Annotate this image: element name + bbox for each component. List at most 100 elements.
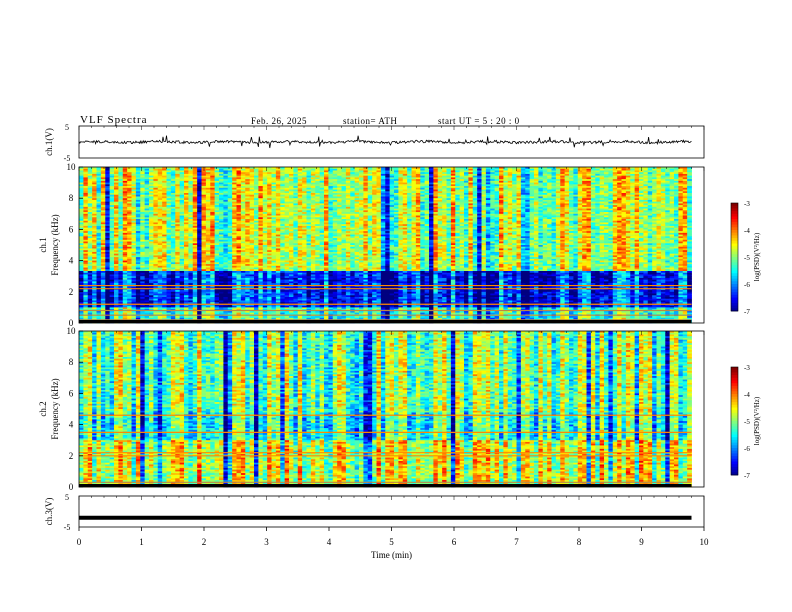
ch1-cell (674, 172, 679, 175)
ch1-cell (267, 175, 272, 178)
ch1-cell (538, 168, 544, 171)
ch1-cell (289, 175, 294, 178)
ch1-cell (275, 168, 281, 171)
ch1-cell (538, 173, 544, 177)
ch1-cell (140, 172, 146, 175)
ch1-cell (302, 167, 307, 170)
ch1-cell (376, 177, 382, 180)
ch1-cell (332, 177, 338, 180)
ch1-cell (516, 170, 522, 173)
ch1-cell (210, 172, 216, 175)
ch1-cell (617, 168, 622, 171)
ch1-cell (420, 177, 426, 180)
ch1-cell (315, 175, 321, 178)
ch1-cell (468, 172, 474, 175)
ch1-cell (188, 173, 194, 177)
ch1-cell (485, 172, 491, 175)
ch1-cell (214, 175, 220, 178)
ch1-cell (284, 177, 290, 180)
ch1-cell (96, 179, 102, 182)
ch1-cell (188, 170, 194, 173)
ch1-cell (79, 175, 84, 178)
ch1-cell (376, 170, 382, 173)
start-ut-label: start UT = 5 : 20 : 0 (438, 116, 520, 126)
ch1-cell (634, 167, 640, 170)
ch1-cell (617, 175, 622, 178)
ch1-cell (595, 173, 601, 177)
ch1-cell (324, 177, 329, 180)
ch1-cell (512, 173, 517, 177)
ch1-cell (179, 175, 185, 178)
ch1-cell (569, 177, 574, 180)
ch1-cell (293, 175, 299, 178)
ch1-cell (254, 170, 259, 173)
ch1-cell (477, 172, 482, 175)
ch1-cell (297, 173, 303, 177)
ch1-cell (621, 175, 627, 178)
ch1-cell (407, 168, 412, 171)
ch1-cell (612, 172, 618, 175)
ch1-cell (499, 167, 504, 170)
ch1-cell (472, 172, 478, 175)
ch1-cell (109, 168, 115, 171)
ch1-cell (647, 173, 653, 177)
ch1-cell (240, 172, 246, 175)
ch1-cell (87, 168, 93, 171)
ch1-cell (372, 173, 377, 177)
ch1-cell (621, 173, 627, 177)
ch1-cell (240, 173, 246, 177)
ch1-cell (547, 167, 552, 170)
ch1-cell (170, 170, 176, 173)
ch1-cell (634, 168, 640, 171)
ch1-cell (359, 173, 364, 177)
ch1-cell (499, 170, 504, 173)
ch1-cell (643, 168, 649, 171)
ch1-cell (367, 177, 373, 180)
ch1-cell (332, 167, 338, 170)
ch1-cell (433, 177, 439, 180)
ch1-cell (122, 170, 128, 173)
ch1-cell (197, 170, 202, 173)
ch1-cell (306, 167, 312, 170)
ch1-cell (297, 175, 303, 178)
ch1-cell (114, 170, 119, 173)
ch1-cell (175, 167, 181, 170)
ch1-cell (442, 167, 447, 170)
ch1-cell (464, 170, 469, 173)
ch1-cell (450, 177, 456, 180)
ch1-cell (131, 167, 137, 170)
ch1-cell (184, 175, 189, 178)
ch1-cell (560, 175, 566, 178)
ch1-cell (350, 173, 356, 177)
ch1-cell (604, 170, 609, 173)
ch1-cell (162, 170, 167, 173)
ch1-cell (122, 177, 128, 180)
ch1-cell (310, 168, 316, 171)
ch1-cell (166, 170, 172, 173)
ch1-cell (573, 175, 579, 178)
ch1-cell (398, 172, 404, 175)
ch1-cell (481, 173, 487, 177)
ch1-cell (625, 170, 631, 173)
ch1-cell (157, 179, 163, 182)
ch1-cell (337, 175, 342, 178)
ch1-cell (564, 172, 570, 175)
ch1-cell (529, 172, 535, 175)
ch1-cell (223, 172, 229, 175)
ch1-cell (494, 167, 500, 170)
ch1-cell (363, 177, 369, 180)
ch1-cell (205, 168, 211, 171)
ch1-cell (468, 177, 474, 180)
ch1-cell (595, 168, 601, 171)
ch1-cell (372, 175, 377, 178)
ch1-cell (551, 172, 557, 175)
ch1-cell (118, 172, 124, 175)
ch1-cell (350, 170, 356, 173)
ch1-cell (617, 170, 622, 173)
ch1-cell (678, 172, 684, 175)
ch1-cell (345, 175, 351, 178)
ch1-cell (481, 168, 487, 171)
ch1-cell (376, 168, 382, 171)
ch1-cell (490, 168, 496, 171)
ch1-cell (105, 167, 111, 170)
